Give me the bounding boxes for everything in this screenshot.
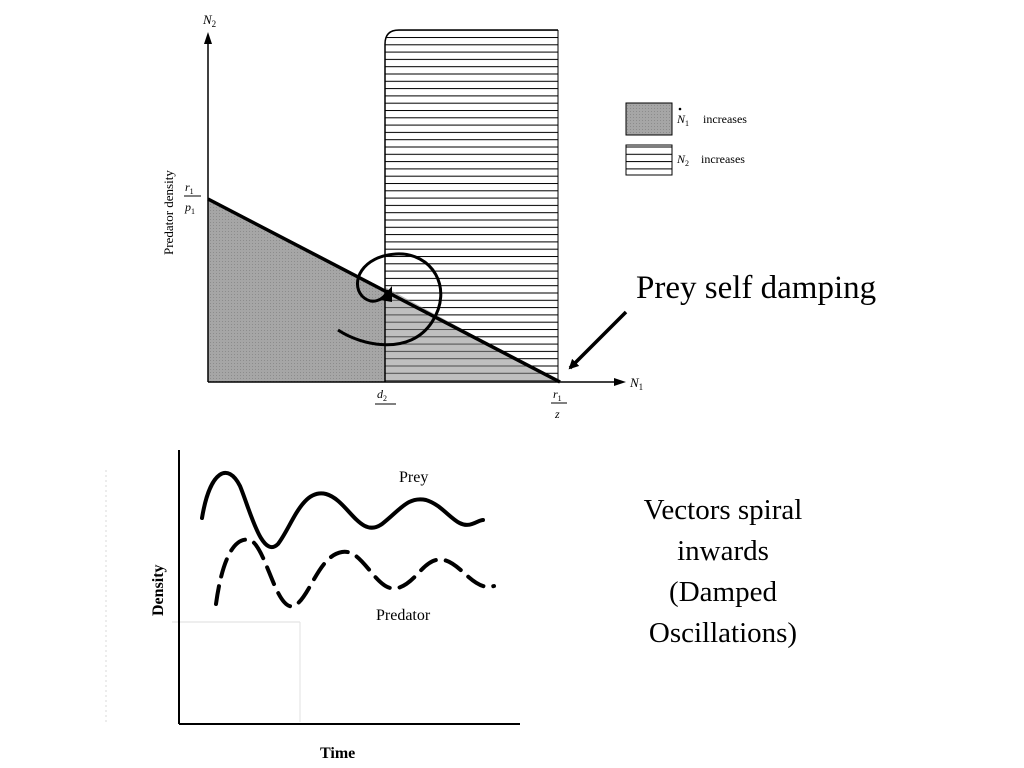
caption-line: inwards	[677, 535, 769, 567]
legend-item-predator: N2 increases	[625, 144, 745, 176]
phase-plane-diagram: N2 N1 Predator density r1 p1 d2 r1 z N1 …	[161, 12, 747, 421]
svg-text:d2: d2	[377, 387, 387, 403]
predator-label: Predator	[376, 607, 431, 624]
legend: N1 increases N2 increases	[625, 102, 747, 176]
x-axis-symbol: N1	[629, 375, 643, 392]
pointer-arrow	[568, 310, 628, 370]
d2-label: d2	[375, 387, 396, 405]
caption-line: Vectors spiral	[643, 494, 803, 526]
svg-text:N2: N2	[676, 152, 689, 168]
predator-isocline-boundary	[384, 29, 558, 382]
svg-text:r1: r1	[553, 387, 562, 403]
prey-curve	[200, 471, 485, 549]
ts-y-axis-label: Density	[150, 564, 167, 616]
prey-isocline	[207, 197, 561, 384]
spiral-trajectory	[337, 252, 443, 347]
caption-line: Oscillations)	[648, 617, 798, 649]
time-series-plot: Prey Predator Density Time	[105, 450, 520, 762]
svg-text:z: z	[554, 407, 560, 421]
x-intercept-label: r1 z	[551, 387, 567, 421]
prey-label: Prey	[399, 469, 428, 486]
spiral-arrow-icon	[380, 286, 392, 302]
prey-self-damping-caption: Prey self damping	[636, 270, 877, 306]
svg-text:N1: N1	[676, 112, 689, 128]
y-axis-symbol: N2	[202, 12, 216, 29]
predator-curve	[214, 537, 496, 609]
y-axis-label: Predator density	[161, 170, 176, 255]
x-axis-arrow-icon	[614, 378, 626, 386]
legend-item-prey: N1 increases	[625, 102, 747, 136]
y-axis-arrow-icon	[204, 32, 212, 44]
predator-increase-region	[385, 30, 558, 382]
ts-x-axis-label: Time	[320, 745, 355, 762]
damped-oscillations-caption: Vectors spiral inwards (Damped Oscillati…	[618, 490, 828, 654]
svg-text:r1: r1	[185, 180, 194, 196]
svg-text:p1: p1	[184, 200, 195, 216]
svg-text:increases: increases	[703, 112, 747, 126]
svg-text:increases: increases	[701, 152, 745, 166]
y-intercept-label: r1 p1	[184, 180, 201, 216]
caption-line: (Damped	[669, 576, 777, 608]
